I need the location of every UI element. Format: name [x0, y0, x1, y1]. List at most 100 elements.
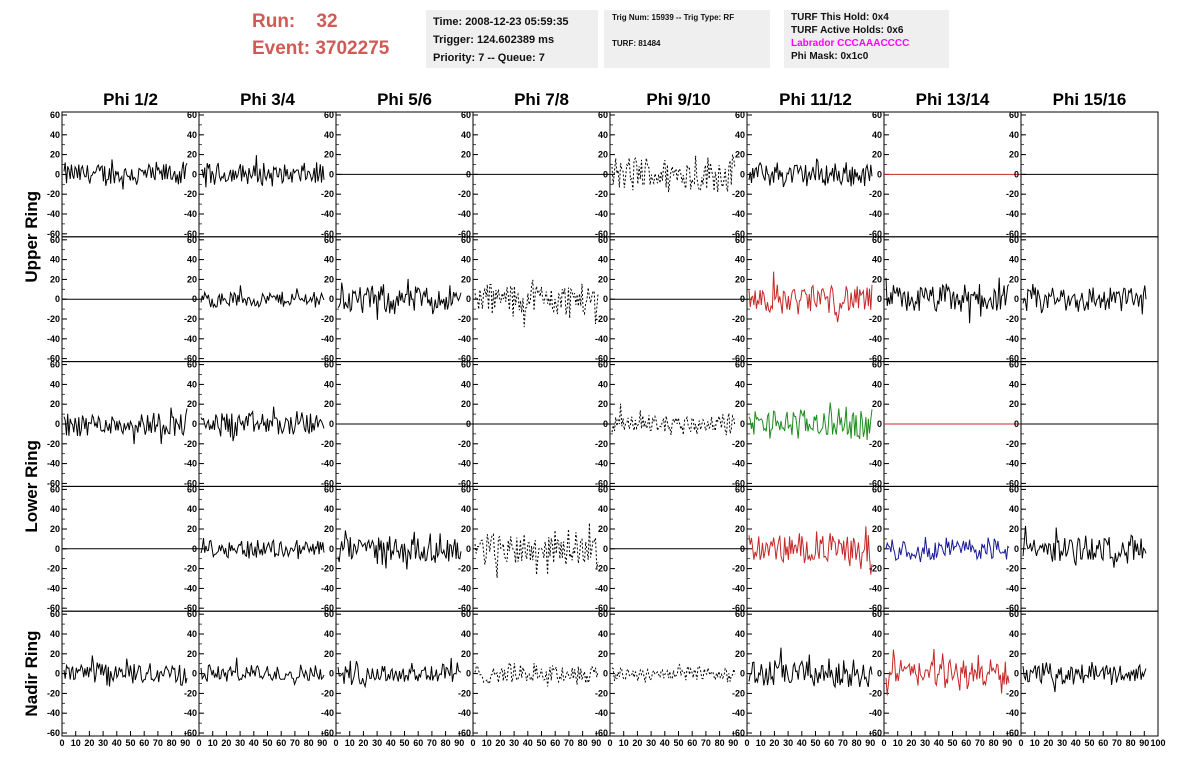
y-tick-label: -60	[321, 354, 334, 364]
y-tick-label: 40	[1009, 379, 1019, 389]
x-tick-label: 60	[687, 738, 697, 748]
y-tick-label: 0	[1014, 169, 1019, 179]
y-tick-label: -20	[184, 688, 197, 698]
y-tick-label: 40	[1009, 255, 1019, 265]
y-tick-label: -60	[321, 478, 334, 488]
waveform-trace	[885, 277, 1010, 324]
y-tick-label: 0	[877, 544, 882, 554]
y-tick-label: -20	[47, 439, 60, 449]
waveform-panel: -60 -40 -20 0 20 40 60	[1006, 110, 1159, 239]
waveform-trace	[1022, 662, 1147, 693]
x-tick-label: 60	[550, 738, 560, 748]
column-header: Phi 3/4	[240, 90, 295, 109]
x-tick-label: 70	[838, 738, 848, 748]
x-tick-label: 20	[221, 738, 231, 748]
y-tick-label: 20	[872, 524, 882, 534]
y-tick-label: -60	[869, 603, 882, 613]
x-tick-label: 50	[947, 738, 957, 748]
x-tick-label: 30	[509, 738, 519, 748]
y-tick-label: -40	[595, 459, 608, 469]
y-tick-label: 60	[598, 484, 608, 494]
y-tick-label: 40	[598, 255, 608, 265]
x-tick-label: 80	[578, 738, 588, 748]
waveform-panel: -60 -40 -20 0 20 40 60	[1006, 360, 1159, 488]
y-tick-label: 20	[187, 274, 197, 284]
x-tick-label: 0	[59, 738, 64, 748]
turf-this-hold-text: TURF This Hold: 0x4	[791, 12, 889, 23]
x-tick-label: 20	[769, 738, 779, 748]
y-tick-label: -60	[1006, 478, 1019, 488]
y-tick-label: 40	[735, 255, 745, 265]
trigger-info-box: Trig Num: 15939 -- Trig Type: RF TURF: 8…	[604, 10, 770, 68]
y-tick-label: 0	[1014, 294, 1019, 304]
y-tick-label: 20	[187, 649, 197, 659]
x-tick-label: 90	[591, 738, 601, 748]
waveform-panel: -60 -40 -20 0 20 40 60	[184, 110, 337, 239]
y-tick-label: 60	[50, 360, 60, 370]
x-tick-label: 90	[1002, 738, 1012, 748]
y-tick-label: 60	[50, 235, 60, 245]
y-tick-label: 60	[187, 235, 197, 245]
waveform-panel: -60 -40 -20 0 20 40 60	[321, 360, 474, 488]
y-tick-label: 60	[735, 609, 745, 619]
y-tick-label: 0	[192, 169, 197, 179]
y-tick-label: 0	[329, 419, 334, 429]
waveform-trace	[63, 159, 188, 190]
y-tick-label: -40	[458, 459, 471, 469]
y-tick-label: 20	[598, 524, 608, 534]
waveform-trace	[611, 154, 736, 193]
waveform-panel: -60 -40 -20 0 20 40 60	[869, 484, 1022, 613]
x-tick-label: 90	[1139, 738, 1149, 748]
waveform-trace	[200, 155, 325, 188]
y-tick-label: -40	[732, 708, 745, 718]
x-tick-label: 80	[852, 738, 862, 748]
x-tick-label: 0	[744, 738, 749, 748]
y-tick-label: -60	[1006, 229, 1019, 239]
x-tick-label: 10	[1030, 738, 1040, 748]
waveform-trace	[611, 403, 736, 436]
y-tick-label: 0	[603, 294, 608, 304]
y-tick-label: -40	[184, 209, 197, 219]
waveform-panel: -60 -40 -20 0 20 40 60	[869, 360, 1022, 488]
x-tick-label: 10	[756, 738, 766, 748]
y-tick-label: -60	[1006, 728, 1019, 738]
y-tick-label: -40	[184, 334, 197, 344]
y-tick-label: -20	[458, 439, 471, 449]
y-tick-label: 0	[466, 294, 471, 304]
y-tick-label: -20	[1006, 314, 1019, 324]
x-tick-label: 0	[881, 738, 886, 748]
y-tick-label: -40	[869, 459, 882, 469]
x-tick-label: 70	[153, 738, 163, 748]
waveform-panel: -60 -40 -20 0 20 40 60	[321, 484, 474, 613]
y-tick-label: -20	[869, 189, 882, 199]
waveform-trace	[63, 407, 188, 445]
waveform-panel: -60 -40 -20 0 20 40 60	[47, 484, 200, 613]
y-tick-label: 60	[1009, 484, 1019, 494]
y-tick-label: 60	[598, 235, 608, 245]
ring-label: Upper Ring	[22, 191, 41, 283]
y-tick-label: 0	[466, 169, 471, 179]
priority-text: Priority: 7 -- Queue: 7	[433, 52, 545, 64]
waveform-trace	[474, 661, 599, 687]
y-tick-label: -20	[47, 189, 60, 199]
waveform-trace	[748, 402, 873, 441]
y-tick-label: 40	[187, 504, 197, 514]
y-tick-label: 40	[50, 379, 60, 389]
y-tick-label: 0	[740, 544, 745, 554]
y-tick-label: -20	[732, 189, 745, 199]
y-tick-label: 40	[50, 629, 60, 639]
y-tick-label: 0	[1014, 669, 1019, 679]
x-tick-label: 90	[865, 738, 875, 748]
y-tick-label: 20	[461, 274, 471, 284]
y-tick-label: 60	[735, 484, 745, 494]
y-tick-label: -40	[321, 459, 334, 469]
y-tick-label: 0	[329, 294, 334, 304]
y-tick-label: -20	[1006, 564, 1019, 574]
y-tick-label: -20	[869, 439, 882, 449]
column-header: Phi 5/6	[377, 90, 432, 109]
y-tick-label: -60	[732, 603, 745, 613]
y-tick-label: -60	[47, 603, 60, 613]
y-tick-label: 0	[603, 669, 608, 679]
waveform-panel: -60 -40 -20 0 20 40 60	[321, 110, 474, 239]
y-tick-label: 60	[872, 609, 882, 619]
